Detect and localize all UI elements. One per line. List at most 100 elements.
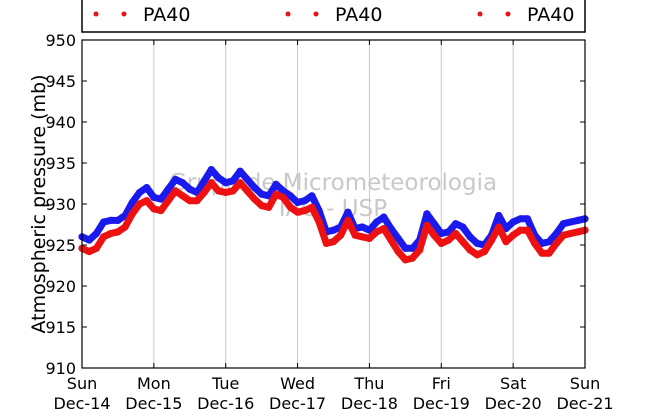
y-tick-label: 950 bbox=[45, 31, 76, 50]
data-point bbox=[509, 218, 517, 226]
data-point bbox=[495, 223, 503, 231]
y-tick-label: 945 bbox=[45, 72, 76, 91]
legend: PA40 PA40 PA40 bbox=[81, 0, 586, 33]
data-point bbox=[516, 226, 524, 234]
data-point bbox=[308, 203, 316, 211]
data-point bbox=[214, 187, 223, 195]
data-point bbox=[171, 175, 179, 183]
data-point bbox=[207, 166, 215, 174]
data-point bbox=[344, 216, 352, 224]
data-point bbox=[301, 207, 309, 215]
data-point bbox=[574, 216, 582, 224]
data-point bbox=[143, 184, 151, 192]
data-point bbox=[394, 248, 402, 256]
data-point bbox=[229, 177, 237, 185]
data-point bbox=[279, 187, 287, 195]
data-point bbox=[502, 238, 510, 246]
legend-box bbox=[81, 0, 586, 33]
legend-marker bbox=[93, 11, 99, 17]
data-point bbox=[92, 229, 100, 238]
x-tick-label-date: Dec-18 bbox=[341, 394, 398, 409]
data-point bbox=[243, 187, 251, 195]
data-point bbox=[466, 246, 474, 254]
data-point bbox=[559, 231, 568, 239]
data-point bbox=[164, 185, 172, 193]
data-point bbox=[107, 216, 115, 224]
data-point bbox=[258, 190, 266, 198]
data-point bbox=[222, 179, 230, 187]
x-tick-label-date: Dec-19 bbox=[413, 394, 470, 409]
data-point bbox=[423, 210, 431, 218]
data-point bbox=[186, 185, 194, 193]
data-point bbox=[380, 213, 388, 221]
data-point bbox=[121, 223, 129, 231]
data-point bbox=[171, 187, 179, 195]
legend-marker bbox=[121, 11, 127, 17]
legend-entry-2: PA40 bbox=[285, 4, 382, 26]
x-tick-label-date: Dec-20 bbox=[485, 394, 542, 409]
x-tick-label-day: Thu bbox=[353, 374, 384, 393]
legend-marker bbox=[285, 11, 291, 17]
data-point bbox=[552, 239, 560, 247]
data-point bbox=[114, 228, 122, 236]
data-point bbox=[351, 231, 359, 239]
data-point bbox=[488, 236, 496, 244]
data-point bbox=[258, 202, 266, 210]
data-point bbox=[401, 244, 409, 252]
data-point bbox=[286, 203, 294, 211]
data-point bbox=[423, 221, 431, 229]
data-point bbox=[236, 179, 244, 187]
data-point bbox=[516, 215, 524, 223]
data-point bbox=[401, 256, 409, 264]
data-point bbox=[373, 228, 381, 236]
x-tick-label-day: Tue bbox=[211, 374, 239, 393]
data-point bbox=[444, 228, 453, 236]
data-point bbox=[85, 236, 93, 244]
data-point bbox=[358, 223, 366, 231]
legend-label: PA40 bbox=[335, 4, 382, 26]
data-point bbox=[92, 244, 100, 252]
data-point bbox=[186, 197, 194, 205]
data-point bbox=[85, 248, 93, 256]
data-point bbox=[452, 220, 460, 228]
data-point bbox=[329, 226, 338, 234]
data-point bbox=[495, 211, 503, 220]
data-point bbox=[344, 208, 352, 216]
data-point bbox=[437, 239, 445, 247]
data-point bbox=[545, 249, 553, 257]
legend-marker bbox=[477, 11, 483, 17]
data-point bbox=[394, 234, 402, 242]
data-point bbox=[473, 239, 481, 247]
data-point bbox=[179, 179, 187, 187]
y-tick-label: 920 bbox=[45, 277, 76, 296]
x-tick-label-date: Dec-17 bbox=[269, 394, 326, 409]
y-tick-label: 915 bbox=[45, 318, 76, 337]
legend-marker bbox=[313, 11, 319, 17]
data-point bbox=[179, 192, 187, 200]
data-point bbox=[459, 223, 467, 231]
data-point bbox=[315, 218, 323, 226]
data-point bbox=[308, 192, 316, 200]
data-point bbox=[135, 200, 144, 208]
data-point bbox=[150, 193, 158, 201]
legend-marker bbox=[505, 11, 511, 17]
legend-entry-3: PA40 bbox=[477, 4, 574, 26]
data-point bbox=[143, 197, 151, 205]
series-layer bbox=[78, 166, 589, 264]
data-point bbox=[552, 229, 560, 238]
data-point bbox=[272, 180, 280, 188]
data-point bbox=[538, 249, 546, 257]
x-tick-label-date: Dec-16 bbox=[197, 394, 254, 409]
data-point bbox=[157, 195, 165, 203]
x-tick-label-day: Mon bbox=[137, 374, 171, 393]
y-axis: 910 915 920 925 930 935 940 945 950 bbox=[45, 31, 585, 378]
data-point bbox=[164, 197, 172, 205]
data-point bbox=[236, 167, 244, 175]
data-point bbox=[279, 193, 287, 201]
data-point bbox=[473, 251, 481, 259]
y-tick-label: 930 bbox=[45, 195, 76, 214]
data-point bbox=[322, 239, 330, 247]
data-point bbox=[100, 233, 108, 241]
data-point bbox=[229, 187, 237, 195]
data-point bbox=[459, 238, 467, 246]
